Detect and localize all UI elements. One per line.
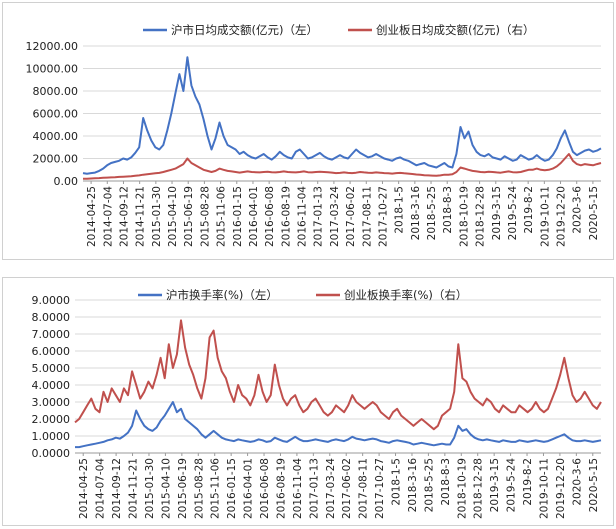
x-tick-label: 2016-06-08 (264, 186, 276, 247)
y-tick-label: 8.0000 (32, 311, 71, 324)
x-tick-label: 2018-3-16 (407, 458, 419, 513)
x-tick-label: 2017-03-24 (325, 458, 337, 519)
x-tick-label: 2019-12-20 (556, 186, 568, 247)
x-tick-label: 2018-1-5 (394, 186, 406, 234)
y-tick-label: 0.00 (54, 175, 79, 188)
x-tick-label: 2015-11-06 (210, 458, 222, 519)
x-tick-label: 2014-07-04 (102, 186, 114, 247)
x-tick-label: 2016-01-15 (226, 458, 238, 519)
x-tick-label: 2020-5-15 (588, 458, 600, 512)
legend-label: 创业板换手率(%)（右） (344, 288, 467, 302)
x-tick-label: 2020-3-6 (572, 186, 584, 234)
x-tick-label: 2015-08-28 (199, 186, 211, 247)
x-tick-label: 2014-07-04 (95, 458, 107, 519)
x-tick-label: 2020-3-6 (571, 458, 583, 506)
x-tick-label: 2017-08-11 (358, 458, 370, 519)
x-tick-label: 2016-04-01 (248, 186, 260, 247)
x-tick-label: 2017-03-24 (329, 186, 341, 247)
y-tick-label: 2.0000 (32, 413, 71, 426)
series-line-chinext (74, 319, 602, 431)
x-tick-label: 2018-8-3 (440, 458, 452, 506)
x-tick-label: 2016-08-19 (275, 458, 287, 519)
y-tick-label: 10000.00 (26, 63, 79, 76)
y-tick-label: 4.0000 (32, 379, 71, 392)
x-tick-label: 2018-10-19 (458, 186, 470, 247)
series-line-shanghai (75, 401, 602, 449)
x-tick-label: 2014-11-21 (135, 186, 147, 247)
legend-label: 沪市换手率(%)（左） (166, 288, 278, 302)
x-tick-label: 2014-04-25 (86, 186, 98, 247)
x-tick-label: 2017-01-13 (308, 458, 320, 519)
x-tick-label: 2016-08-19 (280, 186, 292, 247)
x-tick-label: 2015-04-10 (160, 458, 172, 519)
y-tick-label: 12000.00 (26, 40, 79, 53)
x-tick-label: 2017-10-27 (374, 458, 386, 519)
x-tick-label: 2015-06-19 (177, 458, 189, 519)
x-tick-label: 2015-01-30 (144, 458, 156, 519)
y-tick-label: 0.0000 (32, 447, 71, 460)
x-tick-label: 2018-12-28 (473, 458, 485, 519)
y-tick-label: 6000.00 (33, 108, 79, 121)
legend-label: 创业板日均成交额(亿元)（右） (376, 23, 534, 37)
x-tick-label: 2019-3-15 (491, 186, 503, 240)
series-line-shanghai (82, 56, 602, 175)
x-tick-label: 2018-12-28 (475, 186, 487, 247)
x-tick-label: 2014-11-21 (128, 458, 140, 519)
x-tick-label: 2019-10-11 (538, 458, 550, 519)
y-tick-label: 4000.00 (33, 130, 79, 143)
x-tick-label: 2016-11-04 (292, 458, 304, 519)
y-tick-label: 5.0000 (32, 362, 71, 375)
chart-panel-turnover-amount: 0.00 2000.00 4000.00 6000.00 8000.00 10000.00… (2, 2, 614, 260)
chart-panel-turnover-rate: 0.0000 1.0000 2.0000 3.0000 4.0000 5.0000 6.00… (2, 277, 614, 526)
y-tick-label: 8000.00 (33, 85, 79, 98)
x-tick-label: 2015-06-19 (183, 186, 195, 247)
x-tick-label: 2018-5-25 (423, 458, 435, 512)
x-tick-label: 2014-09-12 (118, 186, 130, 247)
x-tick-label: 2019-10-11 (539, 186, 551, 247)
y-tick-label: 9.0000 (32, 294, 71, 307)
legend-label: 沪市日均成交额(亿元)（左） (171, 23, 318, 37)
x-tick-label: 2015-08-28 (193, 458, 205, 519)
x-tick-label: 2018-1-5 (391, 458, 403, 506)
x-tick-label: 2015-01-30 (151, 186, 163, 247)
y-tick-label: 2000.00 (33, 153, 79, 166)
x-tick-label: 2017-08-11 (361, 186, 373, 247)
x-tick-label: 2016-01-15 (232, 186, 244, 247)
x-tick-label: 2019-8-2 (522, 458, 534, 506)
x-tick-label: 2019-3-15 (489, 458, 501, 512)
x-tick-label: 2016-04-01 (243, 458, 255, 519)
x-tick-label: 2017-06-02 (341, 458, 353, 519)
line-chart-turnover-rate: 0.0000 1.0000 2.0000 3.0000 4.0000 5.0000 6.00… (32, 288, 602, 519)
x-tick-label: 2015-04-10 (167, 186, 179, 247)
x-tick-label: 2017-10-27 (377, 186, 389, 247)
series-line-chinext (83, 153, 602, 180)
y-tick-label: 1.0000 (32, 430, 71, 443)
y-tick-label: 7.0000 (32, 328, 71, 341)
line-chart-turnover-amount: 0.00 2000.00 4000.00 6000.00 8000.00 10000.00… (26, 23, 602, 247)
y-tick-label: 3.0000 (32, 396, 71, 409)
x-tick-label: 2017-06-02 (345, 186, 357, 247)
x-tick-label: 2014-04-25 (78, 458, 90, 519)
x-tick-label: 2019-12-20 (555, 458, 567, 519)
x-tick-label: 2019-8-2 (523, 186, 535, 234)
x-tick-label: 2016-06-08 (259, 458, 271, 519)
x-tick-label: 2018-3-16 (410, 186, 422, 241)
x-tick-label: 2019-5-24 (507, 186, 519, 241)
x-tick-label: 2014-09-12 (111, 458, 123, 519)
x-tick-label: 2017-01-13 (313, 186, 325, 247)
x-tick-label: 2015-11-06 (216, 186, 228, 247)
x-tick-label: 2019-5-24 (506, 458, 518, 513)
x-tick-label: 2018-5-25 (426, 186, 438, 240)
x-tick-label: 2018-10-19 (456, 458, 468, 519)
y-tick-label: 6.0000 (32, 345, 71, 358)
x-tick-label: 2016-11-04 (297, 186, 309, 247)
x-tick-label: 2020-5-15 (588, 186, 600, 240)
x-tick-label: 2018-8-3 (442, 186, 454, 234)
